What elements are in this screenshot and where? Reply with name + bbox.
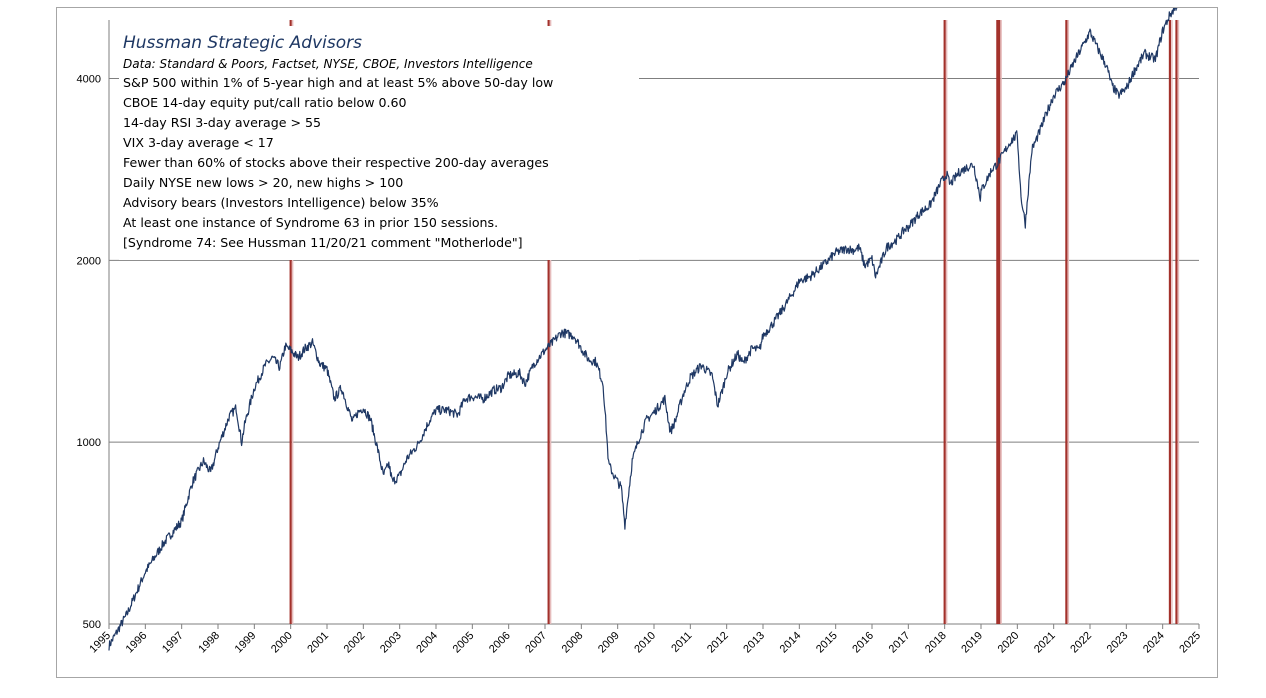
x-tick-label: 2001 bbox=[305, 630, 331, 656]
y-tick-label: 1000 bbox=[77, 437, 101, 449]
x-tick-label: 2015 bbox=[814, 630, 840, 656]
x-tick-label: 2003 bbox=[378, 630, 404, 656]
x-tick-label: 2018 bbox=[923, 630, 949, 656]
x-tick-label: 1998 bbox=[196, 630, 222, 656]
price-line bbox=[108, 8, 1178, 651]
annotation-background bbox=[119, 26, 639, 260]
annotation-line: [Syndrome 74: See Hussman 11/20/21 comme… bbox=[123, 235, 523, 250]
y-tick-label: 4000 bbox=[77, 74, 101, 86]
annotation-line: CBOE 14-day equity put/call ratio below … bbox=[123, 95, 407, 110]
annotation-line: VIX 3-day average < 17 bbox=[123, 135, 274, 150]
x-tick-label: 2016 bbox=[850, 630, 876, 656]
x-tick-label: 2005 bbox=[451, 630, 477, 656]
annotation-line: Daily NYSE new lows > 20, new highs > 10… bbox=[123, 175, 403, 190]
y-tick-label: 500 bbox=[83, 619, 101, 631]
annotation-line: Advisory bears (Investors Intelligence) … bbox=[123, 195, 439, 210]
x-tick-label: 2024 bbox=[1141, 630, 1167, 656]
y-tick-label: 2000 bbox=[77, 255, 101, 267]
x-tick-label: 2013 bbox=[741, 630, 767, 656]
x-tick-label: 2008 bbox=[560, 630, 586, 656]
x-tick-label: 2010 bbox=[632, 630, 658, 656]
x-tick-label: 2009 bbox=[596, 630, 622, 656]
annotation-line: S&P 500 within 1% of 5-year high and at … bbox=[123, 75, 553, 90]
annotation-title: Hussman Strategic Advisors bbox=[123, 33, 362, 53]
x-tick-label: 1999 bbox=[233, 630, 259, 656]
x-tick-label: 1997 bbox=[160, 630, 186, 656]
annotation-source: Data: Standard & Poors, Factset, NYSE, C… bbox=[123, 57, 533, 71]
x-tick-label: 2023 bbox=[1105, 630, 1131, 656]
x-tick-label: 2017 bbox=[887, 630, 913, 656]
x-tick-label: 2000 bbox=[269, 630, 295, 656]
annotation-line: Fewer than 60% of stocks above their res… bbox=[123, 155, 549, 170]
x-tick-label: 2007 bbox=[523, 630, 549, 656]
x-tick-label: 2020 bbox=[996, 630, 1022, 656]
annotation-box: Hussman Strategic Advisors Data: Standar… bbox=[123, 33, 553, 250]
chart-frame: 500 1000 2000 4000 1995 1996 1997 1998 1999 2000… bbox=[56, 7, 1218, 678]
x-axis-ticks: 1995 1996 1997 1998 1999 2000 2001 2002 2003 2004… bbox=[87, 624, 1203, 655]
x-tick-label: 2019 bbox=[959, 630, 985, 656]
x-tick-label: 2022 bbox=[1068, 630, 1094, 656]
x-tick-label: 2011 bbox=[669, 630, 694, 655]
price-series bbox=[108, 8, 1178, 651]
x-tick-label: 2025 bbox=[1177, 630, 1203, 656]
x-tick-label: 2014 bbox=[778, 630, 804, 656]
x-tick-label: 2012 bbox=[705, 630, 731, 656]
x-tick-label: 2021 bbox=[1032, 630, 1058, 656]
y-axis-ticks: 500 1000 2000 4000 bbox=[77, 74, 101, 631]
x-tick-label: 2004 bbox=[414, 630, 440, 656]
annotation-line: At least one instance of Syndrome 63 in … bbox=[123, 215, 498, 230]
x-tick-label: 2002 bbox=[342, 630, 368, 656]
x-tick-label: 1996 bbox=[124, 630, 150, 656]
annotation-line: 14-day RSI 3-day average > 55 bbox=[123, 115, 321, 130]
x-tick-label: 2006 bbox=[487, 630, 513, 656]
